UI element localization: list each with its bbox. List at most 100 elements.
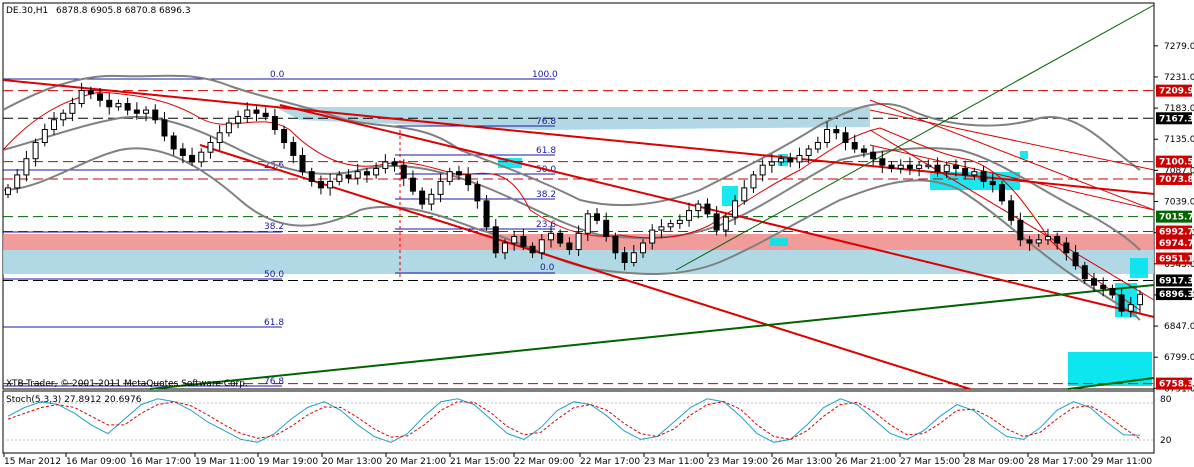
candle-body (327, 180, 334, 189)
candle-body (1090, 278, 1097, 286)
candle-body (824, 129, 831, 143)
cyan-zone-4 (498, 158, 522, 168)
candle-body (1054, 236, 1061, 244)
time-tick-label: 19 Mar 11:00 (195, 457, 255, 467)
price-tag-box (1156, 172, 1192, 185)
green-channel-line (675, 4, 1155, 271)
candle-body (594, 213, 601, 221)
stochastic-signal-line (7, 401, 1141, 440)
candle-body (1017, 219, 1024, 241)
candle-body (290, 141, 297, 156)
candle-body (345, 174, 352, 179)
price-tag-box (1156, 155, 1192, 168)
fib-label: 38.2 (264, 222, 284, 232)
candle-body (888, 164, 895, 169)
candle-body (235, 116, 242, 124)
fib-label: 23.6 (264, 161, 284, 171)
candle-body (216, 132, 223, 143)
candle-body (189, 154, 196, 163)
stochastic-main-line (7, 398, 1141, 443)
candle-body (916, 164, 923, 169)
price-tag-label: 6951.1 (1159, 255, 1194, 265)
candle-body (244, 109, 251, 118)
candle-body (78, 90, 85, 105)
stochastic-tick: 80 (1160, 395, 1172, 405)
stochastic-lines (7, 398, 1141, 443)
candle-body (1109, 287, 1116, 296)
candle-body (814, 141, 821, 150)
time-tick-label: 26 Mar 21:00 (836, 457, 896, 467)
candle-body (998, 184, 1005, 202)
price-tick-label: 7087.0 (1164, 166, 1194, 176)
price-tags: 7209.9 7167.3 7100.5 7073.8 7015.7 6992.76974… (1156, 84, 1194, 390)
candle-body (741, 187, 748, 202)
fib-label: 38.2 (536, 190, 556, 200)
candle-body (97, 93, 104, 101)
candle-body (750, 174, 757, 189)
candle-body (363, 171, 370, 176)
cyan-zone-1 (930, 172, 1020, 190)
candle-body (281, 129, 288, 143)
candle-body (409, 177, 416, 192)
candle-body (713, 213, 720, 231)
candle-body (704, 203, 711, 215)
fib-label: 100.0 (532, 70, 558, 80)
candle-body (5, 187, 11, 195)
candle-body (952, 164, 959, 169)
candle-body (603, 219, 610, 238)
candle-body (547, 232, 554, 241)
price-tag-box (1156, 112, 1192, 125)
candle-body (989, 180, 996, 186)
time-tick-label: 21 Mar 15:00 (450, 457, 510, 467)
candle-body (124, 103, 131, 111)
time-tick-label: 27 Mar 15:00 (900, 457, 960, 467)
candle-body (667, 223, 674, 228)
moving-average-line (2, 91, 1141, 311)
candle-body (520, 236, 527, 247)
time-tick-label: 28 Mar 09:00 (964, 457, 1024, 467)
time-tick-label: 23 Mar 11:00 (644, 457, 704, 467)
candle-body (492, 226, 499, 254)
cyan-zone-3 (1130, 258, 1148, 278)
fib-label: 23.6 (536, 220, 556, 230)
time-tick-label: 23 Mar 19:00 (708, 457, 768, 467)
fib-label: 50.0 (264, 270, 284, 280)
price-tag-box (1156, 237, 1192, 250)
fibonacci-lines (3, 78, 555, 387)
candle-body (722, 216, 729, 231)
candle-body (69, 103, 76, 114)
candle-body (860, 148, 867, 153)
candle-body (1008, 200, 1015, 221)
price-tag-box (1156, 225, 1192, 238)
candle-body (584, 213, 591, 234)
candle-body (658, 226, 665, 231)
candle-body (501, 242, 508, 254)
candle-body (870, 151, 877, 160)
candle-body (649, 229, 656, 244)
candle-body (373, 167, 380, 176)
target-zone (1068, 352, 1152, 386)
candle-body (1026, 239, 1033, 244)
candle-body (382, 161, 389, 169)
candle-body (768, 161, 775, 166)
time-tick-label: 28 Mar 17:00 (1028, 457, 1088, 467)
candle-body (106, 99, 113, 108)
candle-body (1081, 265, 1088, 280)
candle-body (640, 242, 647, 254)
candle-body (805, 148, 812, 156)
candle-body (906, 164, 913, 169)
candle-body (980, 171, 987, 182)
price-tag-label: 6974.7 (1159, 239, 1194, 249)
candle-body (1100, 284, 1107, 289)
candle-body (419, 190, 426, 205)
price-tag-label: 7167.3 (1159, 114, 1194, 124)
time-tick-label: 15 Mar 2012 (4, 457, 61, 467)
time-tick-label: 19 Mar 19:00 (258, 457, 318, 467)
stochastic-label: Stoch(5,3,3) 27.8912 20.6976 (6, 395, 142, 405)
candle-body (676, 219, 683, 225)
candle-body (851, 141, 858, 150)
candle-body (575, 232, 582, 251)
candle-body (1044, 236, 1051, 241)
candle-body (41, 129, 48, 143)
